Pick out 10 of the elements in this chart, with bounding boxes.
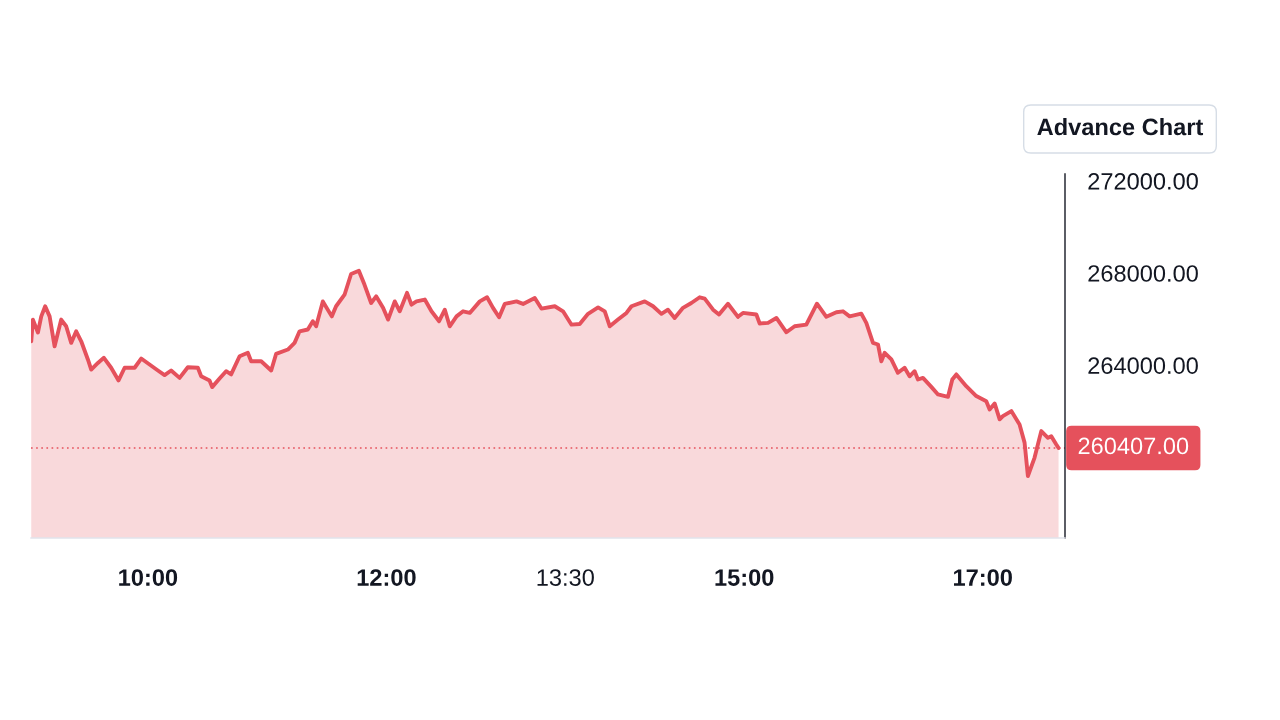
y-tick-label: 268000.00	[1088, 265, 1198, 282]
ref-line-label: 260407.00	[1078, 437, 1189, 455]
text: Advance Chart	[1037, 118, 1204, 136]
x-tick-label: 17:00	[954, 569, 1012, 586]
x-tick-label: 13:30	[537, 569, 594, 586]
y-tick-label: 272000.00	[1088, 172, 1198, 190]
y-tick-label: 264000.00	[1088, 357, 1198, 374]
x-tick-label: 12:00	[357, 569, 416, 586]
x-tick-label: 10:00	[119, 569, 178, 586]
x-tick-label: 15:00	[715, 569, 774, 586]
